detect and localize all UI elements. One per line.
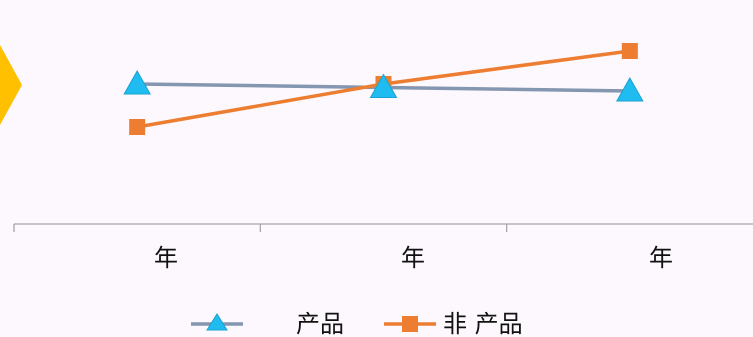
square-point	[621, 43, 638, 59]
legend-label-product: 产品	[296, 310, 344, 337]
series-markers	[123, 43, 644, 135]
x-tick-label: 年	[401, 244, 425, 272]
square-point	[129, 119, 146, 135]
legend-item-non-product: 非 产品	[384, 310, 523, 337]
legend: 产品 非 产品	[191, 310, 523, 337]
chevron-arrow-icon	[0, 45, 22, 125]
triangle-point	[615, 76, 644, 102]
square-marker-icon	[402, 316, 418, 332]
x-axis-tick-labels: 年 年 年	[154, 244, 673, 272]
x-tick-label: 年	[154, 244, 178, 272]
x-tick-label: 年	[649, 244, 673, 272]
legend-label-non-product: 非 产品	[443, 310, 523, 337]
triangle-point	[369, 73, 398, 98]
plot-area: 年 年 年	[13, 43, 753, 272]
legend-item-product: 产品	[191, 310, 344, 337]
x-axis-ticks	[13, 224, 508, 232]
triangle-point	[123, 69, 152, 95]
triangle-marker-icon	[206, 313, 228, 331]
